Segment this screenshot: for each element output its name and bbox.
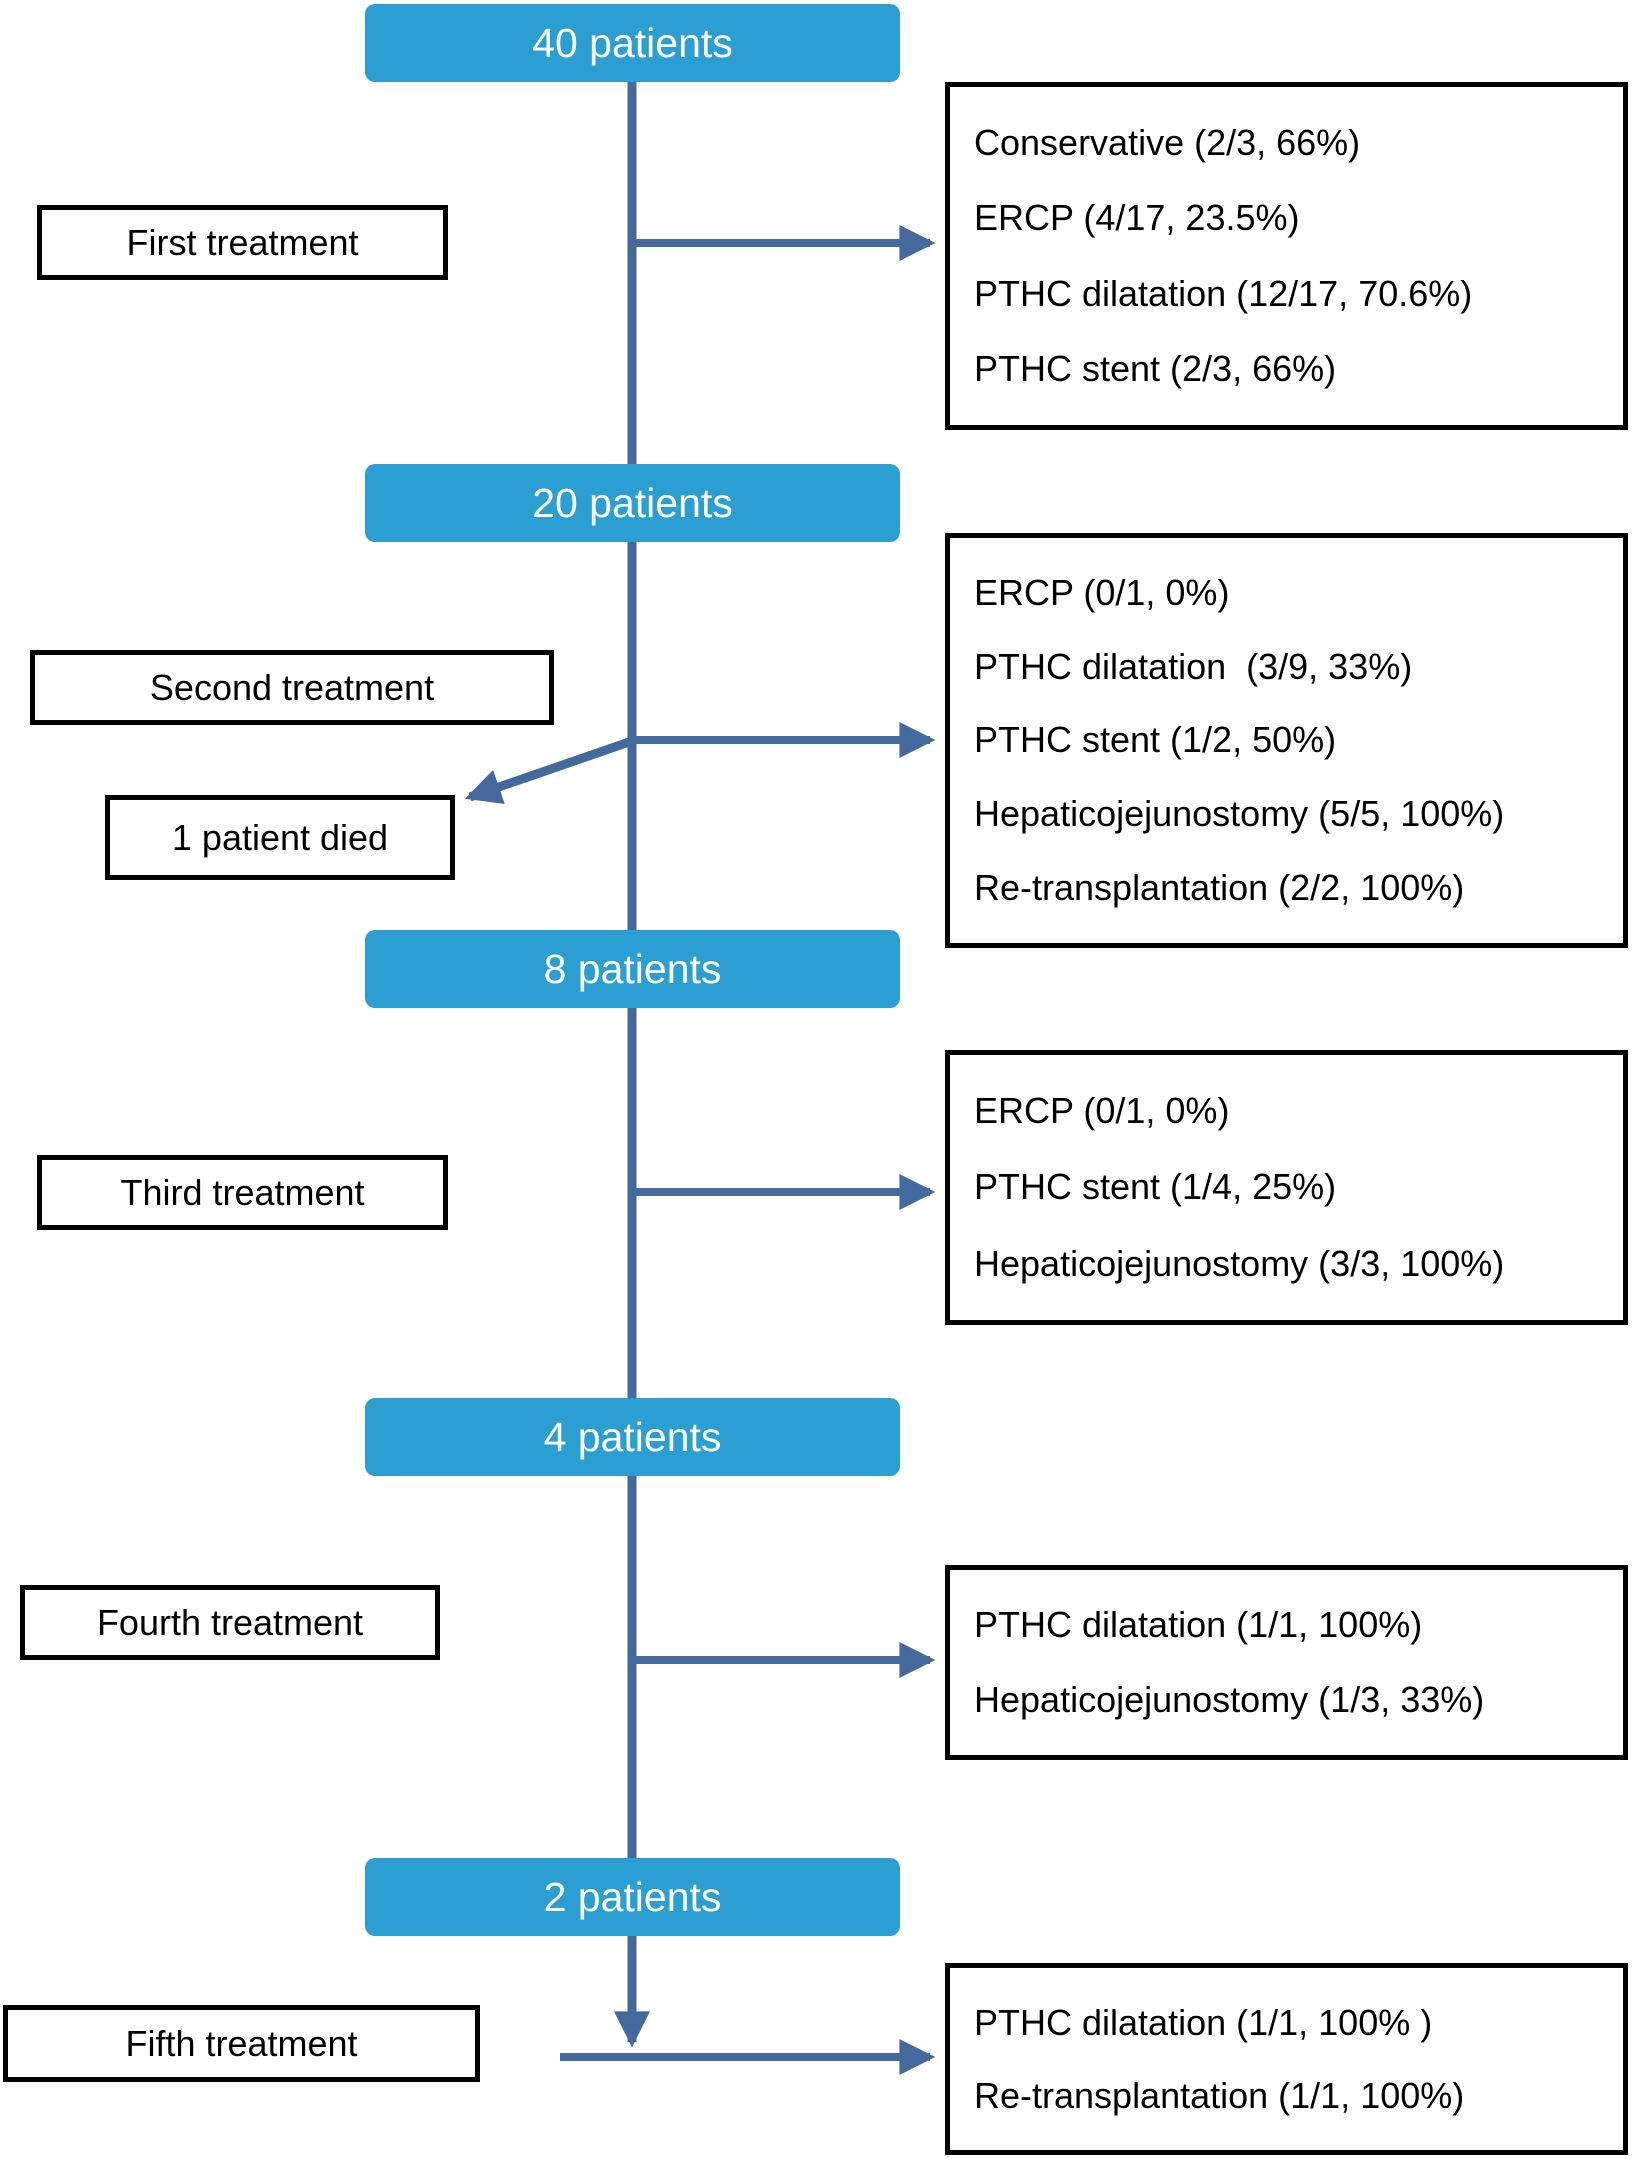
label-patient-died: 1 patient died (105, 795, 455, 880)
arrow-patient-died (464, 736, 634, 805)
outcome-item: Hepaticojejunostomy (3/3, 100%) (974, 1242, 1505, 1284)
outcome-item: PTHC dilatation (3/9, 33%) (974, 645, 1413, 687)
node-4-patients: 4 patients (365, 1398, 900, 1476)
outcomes-fourth-treatment: PTHC dilatation (1/1, 100%) Hepaticojeju… (945, 1565, 1628, 1760)
outcome-item: Conservative (2/3, 66%) (974, 121, 1361, 163)
outcomes-third-treatment: ERCP (0/1, 0%) PTHC stent (1/4, 25%) Hep… (945, 1050, 1628, 1325)
outcome-item: PTHC stent (2/3, 66%) (974, 348, 1337, 390)
label-fifth-treatment: Fifth treatment (3, 2005, 480, 2082)
outcomes-fifth-treatment: PTHC dilatation (1/1, 100% ) Re-transpla… (945, 1963, 1628, 2155)
outcome-item: ERCP (0/1, 0%) (974, 571, 1230, 613)
outcome-item: ERCP (0/1, 0%) (974, 1090, 1230, 1132)
outcome-item: PTHC dilatation (12/17, 70.6%) (974, 272, 1473, 314)
node-40-patients: 40 patients (365, 4, 900, 82)
outcome-item: Re-transplantation (2/2, 100%) (974, 867, 1465, 909)
outcome-item: ERCP (4/17, 23.5%) (974, 197, 1300, 239)
outcome-item: Re-transplantation (1/1, 100%) (974, 2074, 1465, 2116)
outcome-item: PTHC dilatation (1/1, 100%) (974, 1604, 1423, 1646)
outcomes-second-treatment: ERCP (0/1, 0%) PTHC dilatation (3/9, 33%… (945, 533, 1628, 948)
outcome-item: Hepaticojejunostomy (1/3, 33%) (974, 1678, 1485, 1720)
outcome-item: PTHC dilatation (1/1, 100% ) (974, 2001, 1433, 2043)
outcome-item: PTHC stent (1/4, 25%) (974, 1166, 1337, 1208)
label-fourth-treatment: Fourth treatment (20, 1585, 440, 1660)
outcome-item: Hepaticojejunostomy (5/5, 100%) (974, 793, 1505, 835)
outcomes-first-treatment: Conservative (2/3, 66%) ERCP (4/17, 23.5… (945, 82, 1628, 430)
node-8-patients: 8 patients (365, 930, 900, 1008)
node-2-patients: 2 patients (365, 1858, 900, 1936)
label-third-treatment: Third treatment (37, 1155, 448, 1230)
node-20-patients: 20 patients (365, 464, 900, 542)
outcome-item: PTHC stent (1/2, 50%) (974, 719, 1337, 761)
label-second-treatment: Second treatment (30, 650, 554, 725)
label-first-treatment: First treatment (37, 205, 448, 280)
